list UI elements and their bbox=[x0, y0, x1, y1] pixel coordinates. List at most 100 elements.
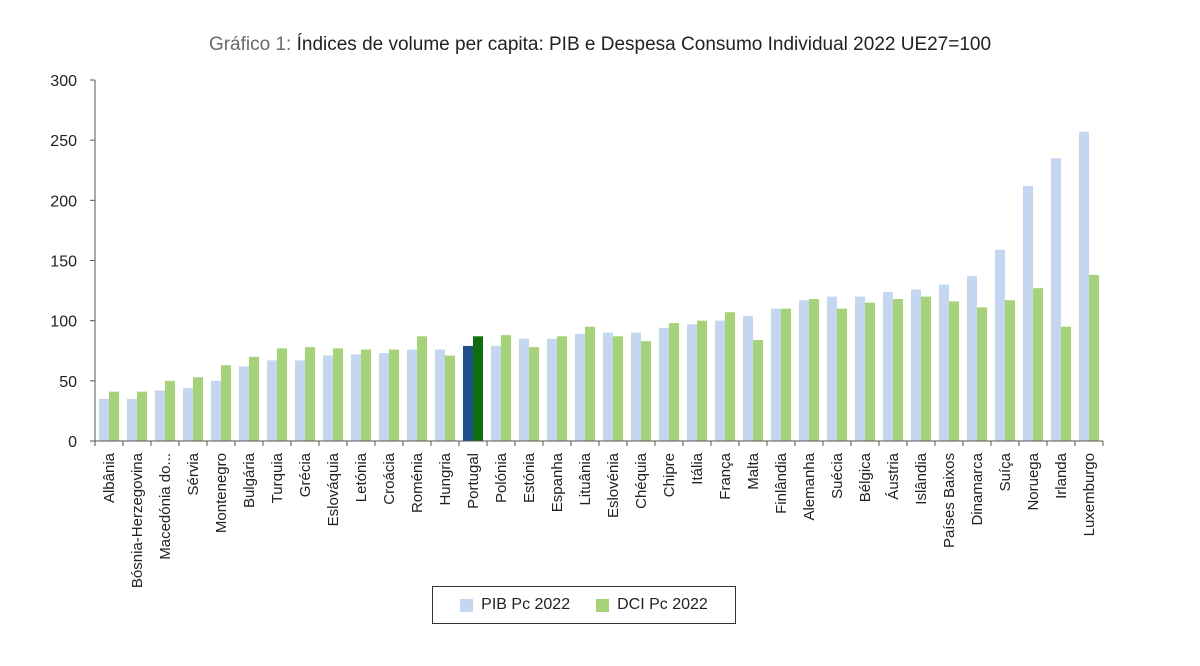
bar-pib bbox=[827, 296, 837, 441]
bar-pib bbox=[715, 320, 725, 441]
bar-pib bbox=[771, 308, 781, 441]
bar-dci bbox=[473, 336, 483, 441]
chart-title: Gráfico 1: Índices de volume per capita:… bbox=[0, 34, 1200, 56]
y-tick-label: 50 bbox=[59, 374, 77, 391]
x-category-label: Alemanha bbox=[801, 452, 818, 520]
bar-dci bbox=[753, 339, 763, 441]
bar-pib bbox=[463, 345, 473, 441]
legend-item-pib: PIB Pc 2022 bbox=[460, 596, 570, 614]
bar-dci bbox=[193, 377, 203, 441]
bar-pib bbox=[155, 390, 165, 441]
bar-dci bbox=[333, 348, 343, 441]
bar-pib bbox=[323, 355, 333, 441]
y-tick-label: 200 bbox=[50, 193, 77, 210]
bar-dci bbox=[781, 308, 791, 441]
y-tick-label: 300 bbox=[50, 73, 77, 90]
x-category-label: Islândia bbox=[913, 452, 930, 504]
bar-dci bbox=[977, 307, 987, 441]
x-category-label: Bósnia-Herzegovina bbox=[129, 452, 146, 588]
bar-dci bbox=[445, 355, 455, 441]
y-tick-label: 100 bbox=[50, 314, 77, 331]
x-category-label: Polónia bbox=[493, 452, 510, 503]
x-category-label: Lituânia bbox=[577, 452, 594, 505]
x-category-label: Noruega bbox=[1025, 452, 1042, 510]
bar-pib bbox=[743, 315, 753, 441]
x-category-label: Chipre bbox=[661, 453, 678, 497]
bar-pib bbox=[211, 380, 221, 441]
bar-pib bbox=[239, 366, 249, 441]
x-category-label: Montenegro bbox=[213, 453, 230, 533]
bar-pib bbox=[1023, 185, 1033, 441]
bar-pib bbox=[603, 332, 613, 441]
x-category-label: Eslovénia bbox=[605, 452, 622, 518]
bar-pib bbox=[267, 360, 277, 441]
bar-dci bbox=[165, 380, 175, 441]
bar-dci bbox=[1089, 274, 1099, 441]
bar-pib bbox=[687, 324, 697, 441]
bar-pib bbox=[351, 354, 361, 441]
bar-pib bbox=[855, 296, 865, 441]
chart-title-prefix: Gráfico 1: bbox=[208, 34, 292, 55]
bar-pib bbox=[883, 291, 893, 441]
x-category-label: Malta bbox=[745, 452, 762, 489]
x-category-label: Roménia bbox=[409, 452, 426, 513]
bar-pib bbox=[519, 338, 529, 441]
x-axis: Albânia Bósnia-Herzegovina Macedónia do...… bbox=[94, 440, 1104, 588]
bar-dci bbox=[921, 296, 931, 441]
bar-pib bbox=[631, 332, 641, 441]
x-category-label: Finlândia bbox=[773, 452, 790, 514]
bar-pib bbox=[295, 360, 305, 441]
bar-pib bbox=[407, 349, 417, 441]
bar-dci bbox=[893, 299, 903, 441]
bar-pib bbox=[939, 284, 949, 441]
legend-label-dci: DCI Pc 2022 bbox=[617, 596, 708, 613]
bars bbox=[99, 131, 1099, 441]
x-category-label: Países Baixos bbox=[941, 453, 958, 548]
x-category-label: Grécia bbox=[297, 452, 314, 497]
bar-dci bbox=[389, 349, 399, 441]
bar-dci bbox=[277, 348, 287, 441]
bar-pib bbox=[799, 300, 809, 441]
y-axis: 0 50 100 150 200 250 300 bbox=[50, 73, 96, 451]
bar-dci bbox=[613, 336, 623, 441]
bar-pib bbox=[183, 388, 193, 441]
legend: PIB Pc 2022 DCI Pc 2022 bbox=[432, 586, 736, 624]
x-category-label: Albânia bbox=[101, 452, 118, 503]
y-tick-label: 0 bbox=[68, 434, 77, 451]
x-category-label: Bélgica bbox=[857, 452, 874, 502]
bar-dci bbox=[417, 336, 427, 441]
x-category-label: Macedónia do... bbox=[157, 453, 174, 560]
bar-dci bbox=[137, 391, 147, 441]
bar-pib bbox=[127, 398, 137, 441]
bar-dci bbox=[1005, 300, 1015, 441]
y-tick-label: 250 bbox=[50, 133, 77, 150]
bar-dci bbox=[641, 341, 651, 441]
bar-dci bbox=[669, 323, 679, 441]
x-category-label: Dinamarca bbox=[969, 452, 986, 525]
bar-pib bbox=[491, 345, 501, 441]
bar-dci bbox=[305, 347, 315, 441]
bar-dci bbox=[949, 301, 959, 441]
x-category-label: Suíça bbox=[997, 452, 1014, 491]
bar-dci bbox=[725, 312, 735, 441]
bar-dci bbox=[249, 356, 259, 441]
bar-pib bbox=[1051, 158, 1061, 441]
bar-dci bbox=[585, 326, 595, 441]
x-category-label: Itália bbox=[689, 452, 706, 484]
y-tick-label: 150 bbox=[50, 254, 77, 271]
bar-pib bbox=[575, 333, 585, 441]
bar-dci bbox=[109, 391, 119, 441]
x-category-label: Croácia bbox=[381, 452, 398, 504]
x-category-label: Portugal bbox=[465, 453, 482, 509]
legend-label-pib: PIB Pc 2022 bbox=[481, 596, 571, 613]
x-category-label: Sérvia bbox=[185, 452, 202, 495]
x-category-label: Letónia bbox=[353, 452, 370, 502]
x-category-label: Espanha bbox=[549, 452, 566, 512]
bar-dci bbox=[501, 335, 511, 441]
x-category-label: Hungria bbox=[437, 452, 454, 505]
legend-item-dci: DCI Pc 2022 bbox=[596, 596, 708, 614]
bar-dci bbox=[1061, 326, 1071, 441]
bar-dci bbox=[557, 336, 567, 441]
bar-pib bbox=[967, 276, 977, 441]
